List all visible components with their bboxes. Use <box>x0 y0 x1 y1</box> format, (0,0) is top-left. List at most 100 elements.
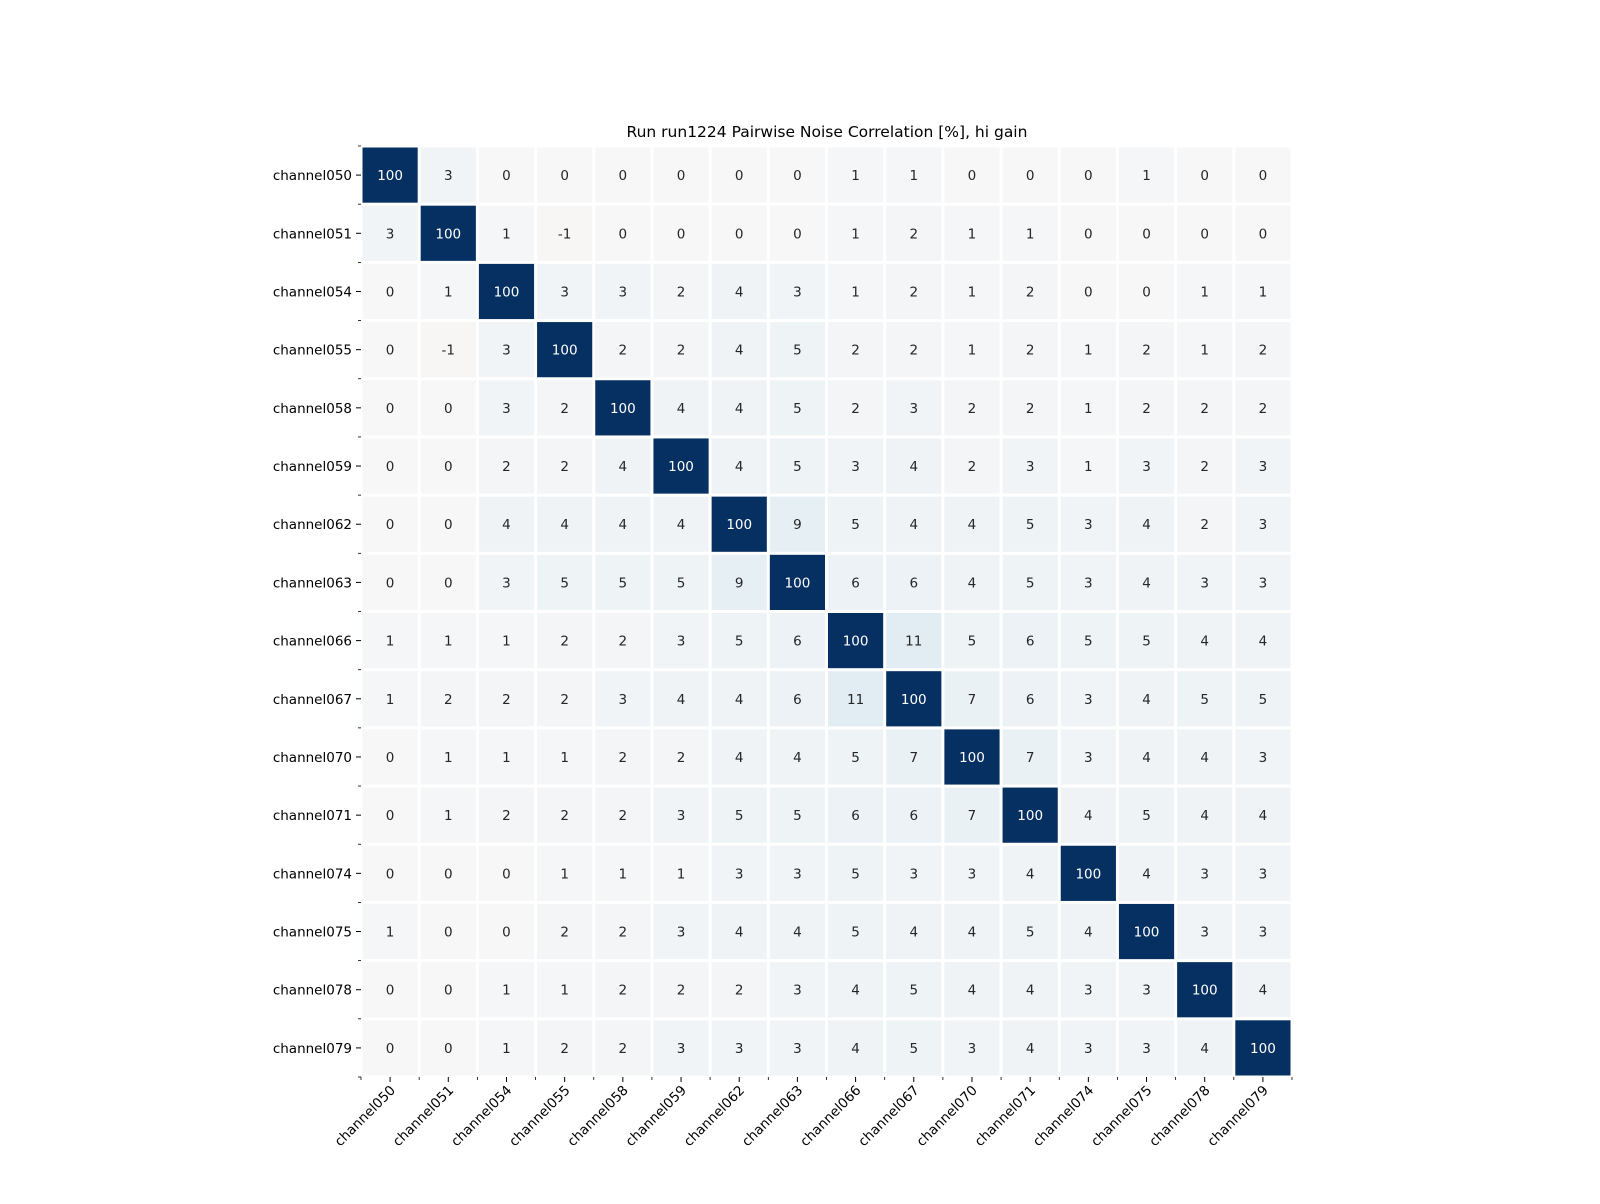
heatmap-cell <box>1235 787 1291 843</box>
heatmap-cell <box>944 845 1000 901</box>
heatmap-cell-value: 0 <box>619 168 628 184</box>
heatmap-cell <box>828 496 884 552</box>
heatmap-cell <box>1177 613 1233 669</box>
heatmap-cell <box>1118 671 1175 727</box>
heatmap-cell-value: 0 <box>1259 226 1268 242</box>
heatmap-cell-value: 3 <box>1259 575 1268 591</box>
heatmap-cell <box>886 380 942 436</box>
heatmap-cell <box>711 438 767 494</box>
x-tick-label: channel070 <box>913 1083 980 1150</box>
heatmap-cell-value: 0 <box>386 983 395 999</box>
heatmap-cell-value: 5 <box>851 925 860 941</box>
heatmap-cell-value: 3 <box>677 808 686 824</box>
heatmap-cell <box>653 496 709 552</box>
heatmap-cell-value: 3 <box>1200 866 1209 882</box>
heatmap-cell <box>711 903 767 960</box>
heatmap-cell <box>595 1020 651 1076</box>
heatmap-cell <box>886 1020 942 1076</box>
heatmap-cell <box>420 845 476 901</box>
heatmap-cell <box>944 263 1000 320</box>
heatmap-cell-value: 2 <box>619 343 628 359</box>
heatmap-cell <box>1118 147 1175 203</box>
x-tick-label: channel054 <box>448 1083 515 1150</box>
heatmap-cell <box>711 787 767 843</box>
heatmap-cell-value: 1 <box>1084 343 1093 359</box>
heatmap-cell <box>886 962 942 1018</box>
heatmap-cell <box>537 613 593 669</box>
heatmap-cell-value: 7 <box>909 750 918 766</box>
heatmap-cell <box>711 496 767 552</box>
y-tick-label: channel051 <box>273 226 352 242</box>
heatmap-cell <box>653 263 709 320</box>
heatmap-cell <box>769 787 825 843</box>
heatmap-cell <box>1060 962 1116 1018</box>
heatmap-cell-value: 0 <box>386 343 395 359</box>
heatmap-cell <box>1002 263 1058 320</box>
heatmap-cell <box>653 729 709 785</box>
heatmap-cell <box>537 438 593 494</box>
heatmap-cell <box>769 554 825 610</box>
x-tick-label: channel066 <box>797 1083 864 1150</box>
heatmap-cell <box>944 205 1000 261</box>
heatmap-cell-value: 5 <box>619 575 628 591</box>
heatmap-cell <box>828 205 884 261</box>
heatmap-cell-value: 2 <box>560 459 569 475</box>
heatmap-cell-value: 2 <box>560 692 569 708</box>
heatmap-cell <box>711 205 767 261</box>
heatmap-cell-value: 5 <box>735 634 744 650</box>
heatmap-cell-value: 2 <box>677 284 686 300</box>
heatmap-cell <box>1235 205 1291 261</box>
heatmap-cell <box>1060 554 1116 610</box>
y-tick-label: channel078 <box>273 983 352 999</box>
heatmap-cell <box>828 147 884 203</box>
heatmap-cell-value: 3 <box>1259 925 1268 941</box>
heatmap-cell-value: 1 <box>444 750 453 766</box>
heatmap-cell-value: 7 <box>1026 750 1035 766</box>
heatmap-cell-value: 100 <box>435 226 461 242</box>
x-tick-label: channel067 <box>855 1083 922 1150</box>
heatmap-cell-value: 1 <box>968 284 977 300</box>
heatmap-cell-value: 3 <box>677 925 686 941</box>
heatmap-cell <box>769 1020 825 1076</box>
heatmap-cell-value: 2 <box>1200 459 1209 475</box>
heatmap-cell <box>1060 147 1116 203</box>
heatmap-cell <box>653 787 709 843</box>
heatmap-cell-value: 1 <box>502 226 511 242</box>
heatmap-cell <box>711 1020 767 1076</box>
heatmap-cell-value: 1 <box>851 168 860 184</box>
heatmap-cell <box>1060 263 1116 320</box>
heatmap-cell-value: 2 <box>1259 401 1268 417</box>
heatmap-cell-value: 3 <box>502 343 511 359</box>
heatmap-cell <box>886 903 942 960</box>
heatmap-cell <box>828 671 884 727</box>
heatmap-cell <box>1235 671 1291 727</box>
heatmap-cell-value: 100 <box>1192 983 1218 999</box>
heatmap-cell-value: 4 <box>735 284 744 300</box>
heatmap-cell-value: 2 <box>909 284 918 300</box>
heatmap-cell <box>420 613 476 669</box>
heatmap-cell-value: 4 <box>1026 866 1035 882</box>
heatmap-cell-value: 5 <box>909 983 918 999</box>
heatmap-cell-value: 3 <box>1200 925 1209 941</box>
heatmap-cell-value: 5 <box>1026 575 1035 591</box>
y-tick-label: channel058 <box>273 401 352 417</box>
heatmap-cell-value: 2 <box>968 459 977 475</box>
heatmap-cell-value: 3 <box>1084 1041 1093 1057</box>
heatmap-cell-value: 3 <box>1084 692 1093 708</box>
heatmap-cell <box>362 554 418 610</box>
heatmap-cell <box>362 671 418 727</box>
heatmap-cell <box>944 729 1000 785</box>
heatmap-cell <box>362 205 418 261</box>
heatmap-cell <box>711 322 767 378</box>
heatmap-cell-value: 4 <box>968 517 977 533</box>
heatmap-cell <box>828 554 884 610</box>
heatmap-cell-value: 4 <box>735 925 744 941</box>
heatmap-cell <box>1060 903 1116 960</box>
heatmap-cells: 100 3 0 0 0 0 0 0 1 1 0 0 0 1 0 03 100 1 -1 0 0 0 0 1 2 1 1 0 0 0 00 1 1… <box>362 147 1291 1076</box>
y-tick-label: channel079 <box>273 1041 352 1057</box>
heatmap-cell <box>1177 787 1233 843</box>
heatmap-cell-value: 3 <box>1259 750 1268 766</box>
heatmap-cell-value: 1 <box>851 284 860 300</box>
heatmap-cell-value: 2 <box>502 808 511 824</box>
heatmap-cell <box>1002 322 1058 378</box>
